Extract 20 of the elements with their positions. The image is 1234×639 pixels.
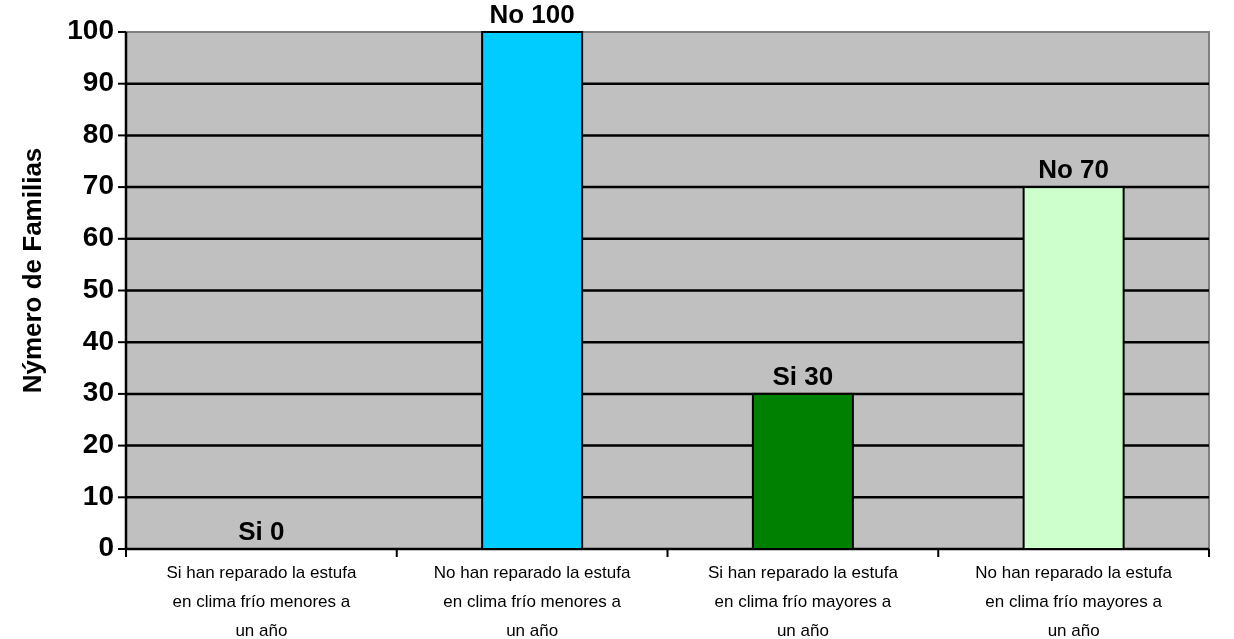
y-tick-label: 10 xyxy=(82,479,114,511)
y-tick-label: 0 xyxy=(98,531,114,563)
y-tick-label: 80 xyxy=(82,117,114,149)
y-tick-label: 70 xyxy=(82,169,114,201)
x-tick-label: No han reparado la estufa en clima frío mayores a un año xyxy=(975,563,1173,639)
y-tick-label: 30 xyxy=(82,376,114,408)
y-tick-label: 60 xyxy=(82,221,114,253)
data-label: No 70 xyxy=(1038,153,1110,184)
y-tick-label: 100 xyxy=(67,14,114,46)
y-tick-label: 90 xyxy=(82,66,114,98)
x-tick-label: Si han reparado la estufa en clima frío mayores a un año xyxy=(707,563,899,639)
y-tick-label: 40 xyxy=(82,324,114,356)
y-tick-label: 20 xyxy=(82,427,114,459)
data-label: No 100 xyxy=(489,0,575,29)
data-label: Si 0 xyxy=(238,515,285,546)
y-tick-label: 50 xyxy=(82,272,114,304)
y-axis-title: Nýmero de Familias xyxy=(16,147,47,394)
x-tick-label: No han reparado la estufa en clima frío menores a un año xyxy=(433,563,631,639)
data-label: Si 30 xyxy=(772,360,834,391)
x-tick-label: Si han reparado la estufa en clima frío menores a un año xyxy=(166,563,357,639)
